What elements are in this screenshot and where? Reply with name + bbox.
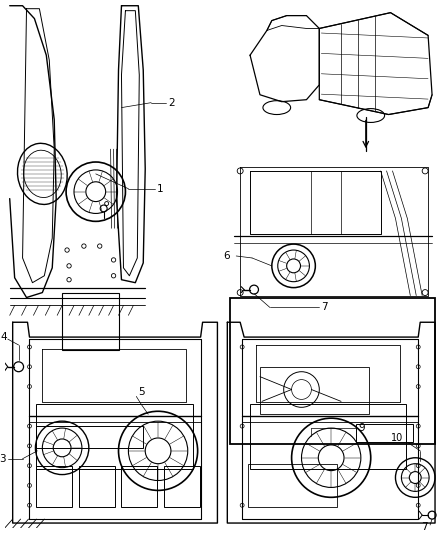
Text: 7: 7 [421,522,427,532]
Text: 7: 7 [321,302,328,312]
Text: 1: 1 [157,184,164,193]
Text: 6: 6 [224,251,230,261]
Bar [121,466,157,507]
Bar [36,405,193,469]
Bar [260,367,369,414]
Bar [36,466,72,507]
Bar [356,424,413,442]
Text: 4: 4 [0,332,7,342]
Text: 9: 9 [358,423,364,433]
Bar [248,464,337,507]
Bar [164,466,200,507]
Bar [250,405,406,469]
Text: 10: 10 [391,433,403,443]
Bar [230,297,435,444]
Text: 5: 5 [138,387,145,398]
Text: 3: 3 [0,454,6,464]
Bar [62,293,120,350]
Bar [36,426,143,448]
Text: 2: 2 [168,98,175,108]
Bar [79,466,115,507]
